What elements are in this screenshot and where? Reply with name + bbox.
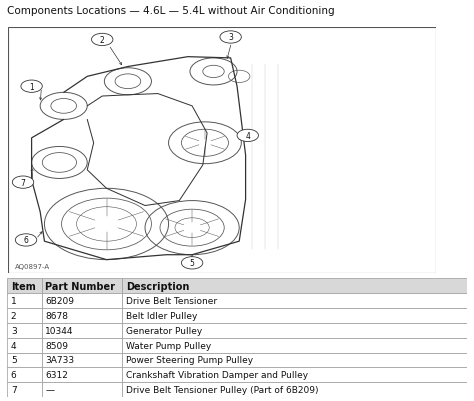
FancyBboxPatch shape <box>7 352 42 367</box>
Text: 7: 7 <box>11 385 17 394</box>
FancyBboxPatch shape <box>42 382 122 397</box>
FancyBboxPatch shape <box>7 294 42 308</box>
Circle shape <box>15 234 37 247</box>
Text: 4: 4 <box>246 132 250 140</box>
Text: 1: 1 <box>29 83 34 91</box>
Circle shape <box>237 130 258 142</box>
Text: AQ0897-A: AQ0897-A <box>15 264 50 270</box>
Text: Power Steering Pump Pulley: Power Steering Pump Pulley <box>126 356 253 365</box>
FancyBboxPatch shape <box>42 338 122 352</box>
Text: —: — <box>46 385 54 394</box>
Text: 4: 4 <box>11 341 17 350</box>
Circle shape <box>91 34 113 47</box>
Text: Item: Item <box>11 281 36 291</box>
Circle shape <box>12 176 34 189</box>
Circle shape <box>220 32 241 44</box>
FancyBboxPatch shape <box>7 367 42 382</box>
Text: Drive Belt Tensioner: Drive Belt Tensioner <box>126 296 217 306</box>
Text: 5: 5 <box>190 259 194 267</box>
FancyBboxPatch shape <box>122 279 467 294</box>
Text: Part Number: Part Number <box>46 281 115 291</box>
Text: 2: 2 <box>100 36 105 45</box>
Text: 6312: 6312 <box>46 370 68 379</box>
Text: 6B209: 6B209 <box>46 296 74 306</box>
FancyBboxPatch shape <box>42 323 122 338</box>
Text: Belt Idler Pulley: Belt Idler Pulley <box>126 311 197 320</box>
Text: 1: 1 <box>11 296 17 306</box>
FancyBboxPatch shape <box>7 323 42 338</box>
Text: 6: 6 <box>24 236 28 245</box>
Text: 6: 6 <box>11 370 17 379</box>
Text: 7: 7 <box>20 178 26 187</box>
Text: Drive Belt Tensioner Pulley (Part of 6B209): Drive Belt Tensioner Pulley (Part of 6B2… <box>126 385 318 394</box>
Circle shape <box>182 257 203 269</box>
FancyBboxPatch shape <box>122 294 467 308</box>
Circle shape <box>21 81 42 93</box>
Text: 3A733: 3A733 <box>46 356 74 365</box>
FancyBboxPatch shape <box>42 294 122 308</box>
Text: 8678: 8678 <box>46 311 68 320</box>
Text: 3: 3 <box>228 33 233 43</box>
FancyBboxPatch shape <box>122 352 467 367</box>
Text: Crankshaft Vibration Damper and Pulley: Crankshaft Vibration Damper and Pulley <box>126 370 308 379</box>
FancyBboxPatch shape <box>42 352 122 367</box>
Text: 10344: 10344 <box>46 326 74 335</box>
FancyBboxPatch shape <box>8 28 436 273</box>
FancyBboxPatch shape <box>122 308 467 323</box>
Text: 3: 3 <box>11 326 17 335</box>
Text: Water Pump Pulley: Water Pump Pulley <box>126 341 211 350</box>
FancyBboxPatch shape <box>42 279 122 294</box>
FancyBboxPatch shape <box>122 338 467 352</box>
FancyBboxPatch shape <box>122 323 467 338</box>
FancyBboxPatch shape <box>42 367 122 382</box>
Text: 2: 2 <box>11 311 17 320</box>
FancyBboxPatch shape <box>7 279 42 294</box>
Text: Generator Pulley: Generator Pulley <box>126 326 202 335</box>
FancyBboxPatch shape <box>122 367 467 382</box>
Text: Description: Description <box>126 281 189 291</box>
Text: 5: 5 <box>11 356 17 365</box>
FancyBboxPatch shape <box>7 308 42 323</box>
FancyBboxPatch shape <box>122 382 467 397</box>
FancyBboxPatch shape <box>42 308 122 323</box>
Text: 8509: 8509 <box>46 341 68 350</box>
Text: Components Locations — 4.6L — 5.4L without Air Conditioning: Components Locations — 4.6L — 5.4L witho… <box>7 6 335 16</box>
FancyBboxPatch shape <box>7 338 42 352</box>
FancyBboxPatch shape <box>7 382 42 397</box>
